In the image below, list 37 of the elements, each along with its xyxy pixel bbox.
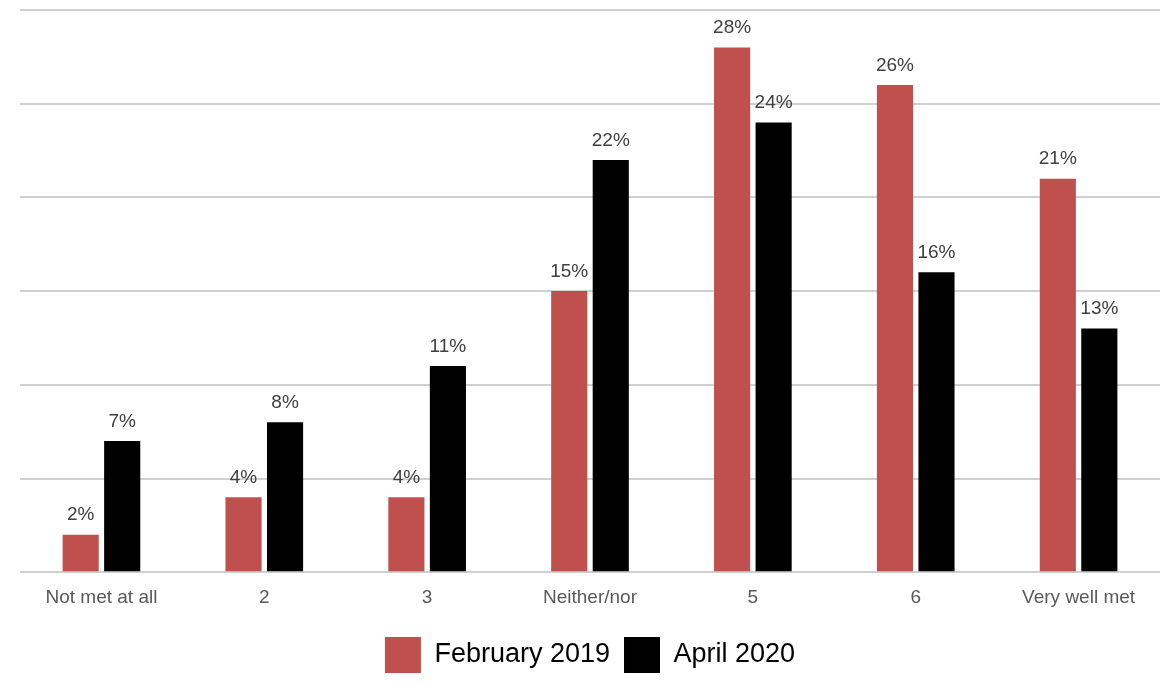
bar bbox=[62, 534, 99, 572]
bar bbox=[1039, 178, 1076, 572]
data-label: 7% bbox=[108, 409, 137, 431]
data-label: 28% bbox=[713, 16, 752, 38]
bar bbox=[266, 422, 304, 572]
bar bbox=[388, 497, 425, 572]
data-label: 2% bbox=[66, 503, 95, 525]
data-label: 21% bbox=[1038, 147, 1077, 169]
data-label: 4% bbox=[229, 465, 258, 487]
data-label: 13% bbox=[1080, 297, 1119, 319]
bar bbox=[755, 122, 792, 572]
bar bbox=[876, 84, 914, 572]
data-label: 15% bbox=[550, 259, 589, 281]
x-tick-label: Very well met bbox=[1022, 585, 1136, 607]
data-label: 24% bbox=[754, 91, 793, 113]
x-tick-label: Neither/nor bbox=[543, 585, 638, 607]
bar bbox=[225, 497, 262, 572]
data-label: 16% bbox=[917, 241, 956, 263]
data-label: 8% bbox=[271, 391, 299, 413]
bar bbox=[714, 47, 751, 572]
x-tick-label: 6 bbox=[910, 585, 921, 607]
data-label: 26% bbox=[875, 53, 915, 75]
bar bbox=[429, 366, 466, 572]
bar bbox=[104, 441, 141, 572]
data-label: 4% bbox=[392, 465, 421, 487]
legend-label: February 2019 bbox=[434, 638, 611, 669]
x-tick-label: 5 bbox=[747, 585, 759, 607]
bar bbox=[551, 291, 588, 572]
data-label: 22% bbox=[591, 128, 630, 150]
x-tick-label: 3 bbox=[421, 585, 433, 607]
legend-label: April 2020 bbox=[673, 638, 796, 669]
bar bbox=[1081, 328, 1118, 572]
x-tick-label: Not met at all bbox=[45, 585, 158, 607]
bar bbox=[592, 159, 629, 572]
x-tick-label: 2 bbox=[259, 585, 270, 607]
bar bbox=[918, 272, 955, 572]
data-label: 11% bbox=[429, 334, 467, 356]
